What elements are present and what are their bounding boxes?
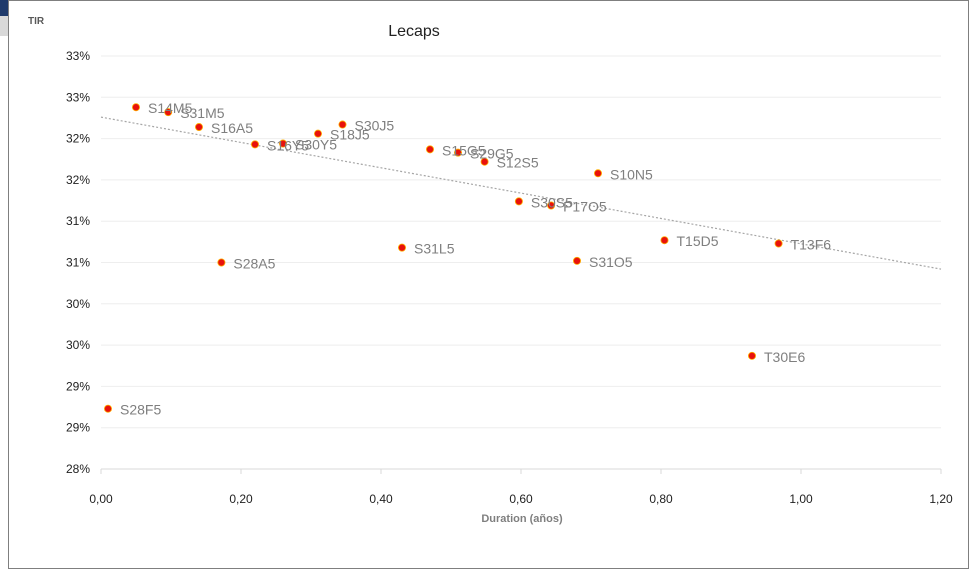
data-point <box>131 103 140 112</box>
data-label: S30S5 <box>531 194 573 210</box>
y-tick-label: 30% <box>66 297 90 311</box>
data-label: S31M5 <box>180 105 225 121</box>
data-point <box>194 123 203 132</box>
data-label: S28F5 <box>120 402 161 418</box>
data-label: S29G5 <box>470 146 514 162</box>
data-label: S15G5 <box>442 142 486 158</box>
y-tick-label: 31% <box>66 256 90 270</box>
data-point <box>660 236 669 245</box>
chart-title: Lecaps <box>388 23 440 40</box>
x-tick-label: 0,60 <box>509 492 533 506</box>
data-point <box>594 169 603 178</box>
data-point <box>547 201 556 210</box>
data-point <box>480 157 489 166</box>
x-axis-label: Duration (años) <box>481 513 563 525</box>
data-label: S16A5 <box>211 120 253 136</box>
data-point <box>217 258 226 267</box>
x-tick-label: 0,00 <box>89 492 113 506</box>
x-tick-label: 1,20 <box>929 492 953 506</box>
data-label: T30E6 <box>764 349 805 365</box>
data-point <box>514 197 523 206</box>
data-point <box>250 140 259 149</box>
y-tick-label: 32% <box>66 132 90 146</box>
data-point <box>164 108 173 117</box>
data-point <box>774 239 783 248</box>
y-tick-label: 32% <box>66 173 90 187</box>
data-label: S30Y5 <box>295 137 337 153</box>
x-tick-label: 1,00 <box>789 492 813 506</box>
y-tick-label: 33% <box>66 90 90 104</box>
x-tick-label: 0,40 <box>369 492 393 506</box>
data-label: S14M5 <box>148 100 193 116</box>
chart-frame <box>8 0 969 569</box>
data-point <box>748 351 757 360</box>
x-tick-label: 0,20 <box>229 492 253 506</box>
data-label: S16Y5 <box>267 137 309 153</box>
data-point <box>278 139 287 148</box>
y-tick-label: 31% <box>66 214 90 228</box>
data-label: S31O5 <box>589 254 633 270</box>
data-label: S28A5 <box>233 256 275 272</box>
data-label: S10N5 <box>610 166 653 182</box>
data-label: T15D5 <box>677 233 719 249</box>
grid-lines <box>100 55 942 474</box>
data-label: S12S5 <box>497 155 539 171</box>
x-tick-label: 0,80 <box>649 492 673 506</box>
data-label: S18J5 <box>330 127 370 143</box>
data-label: S31L5 <box>414 241 455 257</box>
window-edge-strip <box>0 16 9 36</box>
data-label: S30J5 <box>355 118 395 134</box>
data-point <box>397 243 406 252</box>
data-point <box>573 256 582 265</box>
data-label: T13F6 <box>791 237 832 253</box>
data-point <box>338 120 347 129</box>
data-point <box>104 404 113 413</box>
data-point <box>425 145 434 154</box>
y-tick-label: 30% <box>66 338 90 352</box>
y-tick-label: 29% <box>66 421 90 435</box>
y-tick-label: 28% <box>66 462 90 476</box>
data-label: P17O5 <box>563 199 607 215</box>
points-layer <box>104 103 783 413</box>
data-point <box>313 129 322 138</box>
tick-labels-layer: 28% 29% 29% 30% 30% 31% 31% 32% 32% 33% 33% 0,00 0,2… <box>66 49 953 506</box>
y-tick-label: 33% <box>66 49 90 63</box>
data-point <box>453 148 462 157</box>
window-edge-tab <box>0 0 9 16</box>
y-tick-label: 29% <box>66 379 90 393</box>
y-axis-label: TIR <box>28 16 45 27</box>
